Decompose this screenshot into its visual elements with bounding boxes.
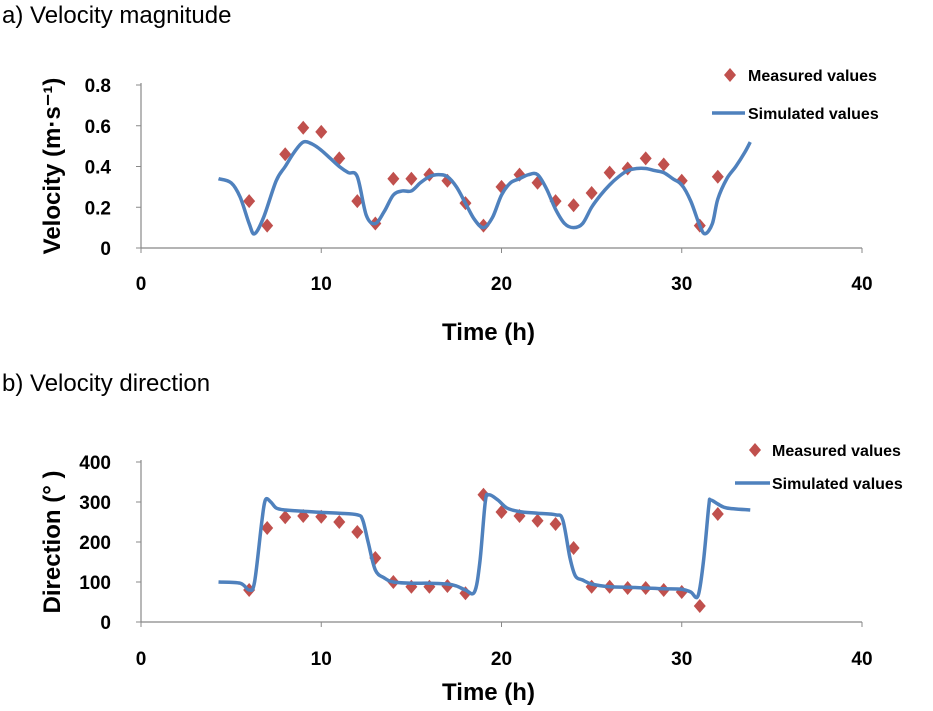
legend-simulated-label: Simulated values <box>748 106 879 123</box>
measured-point <box>711 169 724 184</box>
x-tick-label: 10 <box>311 274 332 295</box>
simulated-series-line <box>218 492 751 600</box>
x-tick-label: 30 <box>671 274 692 295</box>
y-tick-label: 300 <box>79 493 111 514</box>
measured-point <box>603 165 616 180</box>
legend-measured-label: Measured values <box>748 68 877 85</box>
measured-point <box>567 198 580 213</box>
measured-point <box>531 513 544 528</box>
measured-point <box>711 507 724 521</box>
measured-point <box>261 521 274 535</box>
measured-point <box>279 147 292 162</box>
y-tick-label: 0.8 <box>85 76 111 97</box>
y-tick-label: 200 <box>79 533 111 554</box>
legend-measured-swatch <box>749 443 761 457</box>
measured-point <box>387 171 400 186</box>
measured-point <box>315 124 328 139</box>
y-tick-label: 0 <box>100 613 111 634</box>
measured-point <box>675 585 688 599</box>
x-tick-label: 10 <box>311 649 332 670</box>
measured-point <box>657 157 670 172</box>
measured-point <box>639 151 652 166</box>
chart-a: 0 10 20 30 40 0 0.2 0.4 0.6 0.8 Time (h) Velocity (… <box>39 68 879 346</box>
y-tick-label: 400 <box>79 453 111 474</box>
measured-point <box>405 171 418 186</box>
y-axis-label: Direction (° ) <box>39 471 66 614</box>
x-tick-label: 30 <box>671 649 692 670</box>
x-tick-label: 0 <box>136 649 147 670</box>
legend-simulated-label: Simulated values <box>772 476 903 493</box>
y-tick-label: 100 <box>79 573 111 594</box>
x-tick-label: 0 <box>136 274 147 295</box>
legend-measured-swatch <box>724 68 736 82</box>
y-tick-label: 0.4 <box>85 158 112 179</box>
y-axis-label: Velocity (m·s⁻¹) <box>39 78 66 255</box>
chart-b-title: b) Velocity direction <box>2 370 211 397</box>
measured-point <box>333 515 346 529</box>
measured-point <box>261 218 274 233</box>
y-tick-label: 0.2 <box>85 198 111 219</box>
x-axis-label: Time (h) <box>442 679 535 706</box>
chart-a-title: a) Velocity magnitude <box>2 2 232 29</box>
x-tick-label: 40 <box>851 274 872 295</box>
y-tick-label: 0.6 <box>85 117 111 138</box>
x-tick-label: 40 <box>851 649 872 670</box>
measured-point <box>351 525 364 539</box>
measured-point <box>351 194 364 209</box>
legend-measured-label: Measured values <box>772 443 901 460</box>
measured-point <box>549 517 562 531</box>
measured-point <box>297 120 310 135</box>
x-tick-label: 20 <box>491 274 512 295</box>
x-tick-label: 20 <box>491 649 512 670</box>
y-tick-label: 0 <box>100 239 111 260</box>
measured-point <box>279 510 292 525</box>
measured-point <box>243 194 256 209</box>
measured-point <box>585 185 598 200</box>
measured-point <box>567 541 580 555</box>
simulated-series-line <box>217 139 752 236</box>
measured-point <box>693 599 706 613</box>
measured-point <box>477 218 490 233</box>
x-axis-label: Time (h) <box>442 319 535 346</box>
